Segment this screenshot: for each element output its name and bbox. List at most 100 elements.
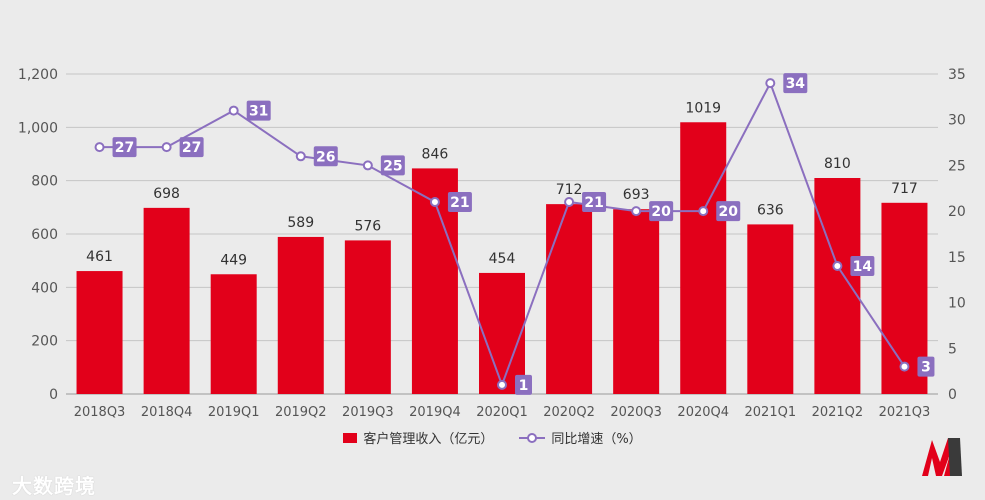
y-left-tick-label: 600 <box>31 227 58 243</box>
line-point[interactable] <box>698 206 709 217</box>
line-point[interactable] <box>631 206 642 217</box>
line-point[interactable] <box>161 142 172 153</box>
bar-value-label: 846 <box>422 146 449 162</box>
line-label-box <box>179 137 204 158</box>
x-tick-label: 2020Q4 <box>677 405 729 420</box>
line-point[interactable] <box>94 142 105 153</box>
bar[interactable] <box>680 122 727 395</box>
line-label-box <box>447 192 472 212</box>
bar[interactable] <box>277 236 324 394</box>
bar-value-label: 461 <box>86 249 113 265</box>
line-swatch-icon <box>519 432 546 443</box>
y-right-tick-label: 30 <box>948 113 966 129</box>
bar-value-label: 810 <box>824 156 851 172</box>
line-label-box <box>649 201 674 222</box>
x-tick-label: 2018Q3 <box>74 405 126 420</box>
y-right-tick-label: 25 <box>948 158 966 174</box>
y-left-tick-label: 0 <box>49 387 58 403</box>
line-value-label: 14 <box>853 259 873 275</box>
y-left-tick-label: 1,200 <box>18 67 58 83</box>
line-value-label: 31 <box>249 104 268 120</box>
y-left-tick-label: 200 <box>31 334 58 350</box>
bar[interactable] <box>747 224 794 394</box>
legend-label-line: 同比增速（%） <box>551 432 642 447</box>
line-label-box <box>112 137 137 158</box>
bar-value-label: 449 <box>220 252 247 268</box>
bar[interactable] <box>210 274 257 394</box>
bar[interactable] <box>814 178 861 394</box>
line-point[interactable] <box>295 151 306 162</box>
x-tick-label: 2019Q4 <box>409 405 461 420</box>
legend-item-bar[interactable]: 客户管理收入（亿元） <box>343 428 493 447</box>
bar-value-label: 576 <box>354 218 381 234</box>
line-label-box <box>917 356 935 377</box>
x-tick-label: 2021Q2 <box>812 405 864 420</box>
line-point[interactable] <box>228 105 239 116</box>
line-value-label: 20 <box>651 204 671 220</box>
bar[interactable] <box>613 209 660 394</box>
legend: 客户管理收入（亿元） 同比增速（%） <box>0 428 985 447</box>
bar[interactable] <box>344 240 391 394</box>
line-label-box <box>850 256 875 276</box>
bar-value-label: 454 <box>489 251 516 267</box>
y-left-tick-label: 400 <box>31 280 58 296</box>
y-right-tick-label: 35 <box>948 67 966 83</box>
x-tick-label: 2019Q1 <box>208 405 260 420</box>
bar[interactable] <box>76 271 123 394</box>
line-point[interactable] <box>899 361 910 372</box>
line-value-label: 27 <box>182 140 201 156</box>
line-label-box <box>313 146 338 167</box>
line-point[interactable] <box>765 78 776 89</box>
legend-label-bar: 客户管理收入（亿元） <box>363 432 494 447</box>
y-left-tick-label: 1,000 <box>18 120 58 136</box>
x-axis: 2018Q3 2018Q4 2019Q1 2019Q2 2019Q3 2019Q4 2020… <box>74 405 931 420</box>
bar-value-label: 636 <box>757 202 784 218</box>
line-value-label: 26 <box>316 149 335 165</box>
bar-value-label: 589 <box>287 215 314 231</box>
line-label-box <box>380 155 405 176</box>
line-series: 27 27 31 26 25 21 1 21 20 20 34 14 3 <box>94 73 935 395</box>
line-value-label: 1 <box>519 378 529 394</box>
y-left-tick-label: 800 <box>31 174 58 190</box>
watermark: 大数跨境 <box>12 470 96 499</box>
bar[interactable] <box>479 272 525 394</box>
line-label-box <box>246 100 271 121</box>
y-right-tick-label: 20 <box>948 204 966 220</box>
line-point[interactable] <box>362 160 373 171</box>
x-tick-label: 2021Q3 <box>879 405 931 420</box>
y-right-tick-label: 5 <box>948 341 957 357</box>
bar-value-label: 698 <box>153 186 180 202</box>
y-right-tick-label: 10 <box>948 296 966 312</box>
bar[interactable] <box>546 204 593 394</box>
line-point[interactable] <box>564 197 575 207</box>
watermark-text: 大数跨境 <box>12 474 96 498</box>
line-value-label: 34 <box>786 76 806 92</box>
bar-value-label: 712 <box>556 182 583 198</box>
line-label-box <box>783 73 808 94</box>
line-label-box <box>582 192 607 212</box>
line-label-box <box>515 374 532 395</box>
y-axis-right: 0 5 10 15 20 25 30 35 <box>948 67 966 403</box>
y-right-tick-label: 0 <box>948 387 957 403</box>
bar-value-labels: 461 698 449 589 576 846 454 712 693 1019 636 810 717 <box>86 100 918 268</box>
x-tick-label: 2020Q1 <box>476 405 528 420</box>
line-point[interactable] <box>429 197 440 207</box>
y-right-tick-label: 15 <box>948 250 966 266</box>
line-value-label: 3 <box>921 360 931 376</box>
line-value-label: 25 <box>383 158 402 174</box>
line-point[interactable] <box>832 261 843 271</box>
bar[interactable] <box>143 207 190 394</box>
bar-value-label: 717 <box>891 181 918 197</box>
y-axis-left: 0 200 400 600 800 1,000 1,200 <box>18 67 58 403</box>
legend-item-line[interactable]: 同比增速（%） <box>519 428 642 447</box>
line-value-label: 27 <box>115 140 134 156</box>
bar-value-label: 1019 <box>685 100 721 116</box>
bar-swatch-icon <box>343 432 358 443</box>
line-label-box <box>716 201 741 222</box>
brand-logo-icon <box>922 438 962 476</box>
x-tick-label: 2019Q2 <box>275 405 327 420</box>
line-value-label: 20 <box>718 204 738 220</box>
line-point[interactable] <box>497 379 507 390</box>
line-value-label: 21 <box>584 195 603 211</box>
